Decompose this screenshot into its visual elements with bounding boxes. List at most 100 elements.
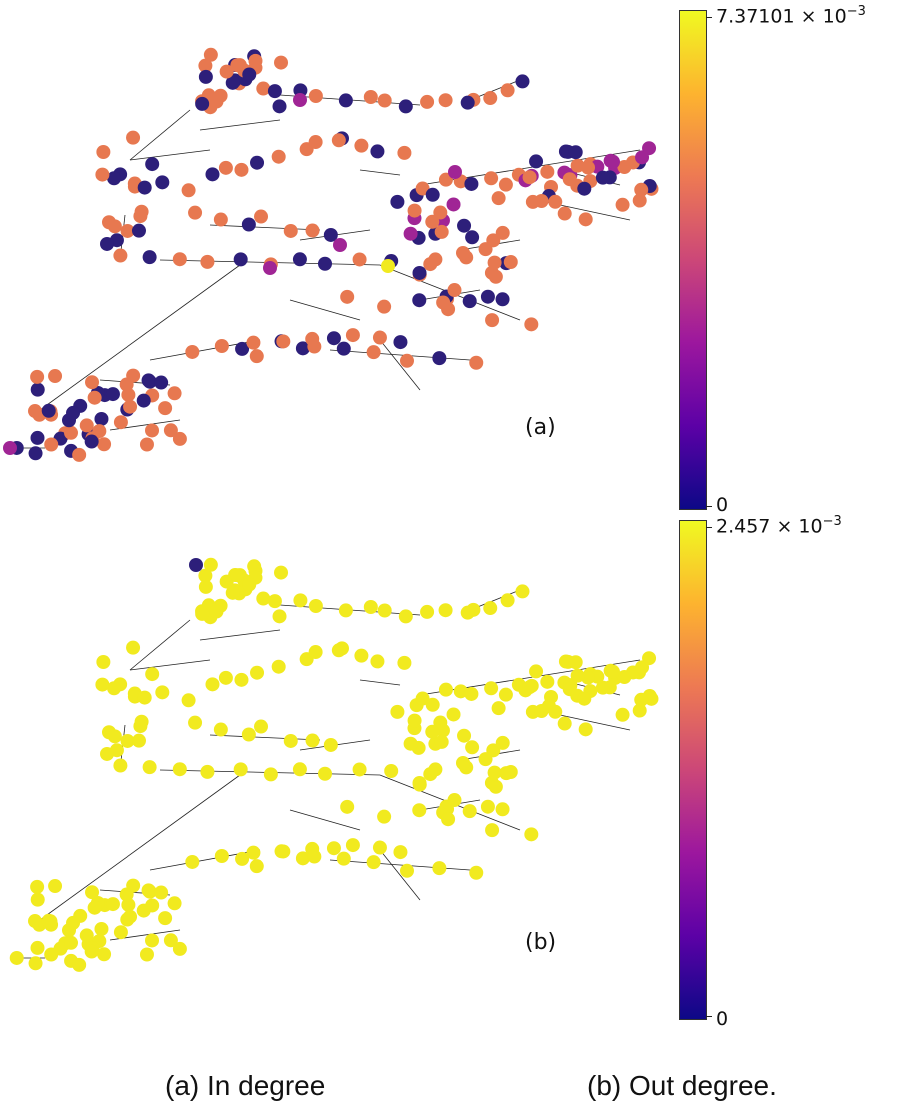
graph-edge: [129, 619, 191, 671]
graph-node: [420, 604, 435, 619]
graph-edge: [39, 264, 241, 411]
graph-node: [219, 64, 234, 79]
graph-node: [100, 236, 115, 251]
graph-node: [464, 176, 479, 191]
graph-node: [540, 164, 555, 179]
graph-node: [441, 812, 456, 827]
graph-node: [433, 715, 448, 730]
graph-node: [434, 734, 449, 749]
graph-node-highlight: [448, 165, 462, 179]
graph-node: [96, 654, 111, 669]
graph-node: [305, 223, 320, 238]
graph-node: [318, 256, 333, 271]
graph-node: [87, 900, 102, 915]
graph-node: [139, 947, 154, 962]
graph-node: [145, 423, 160, 438]
graph-node: [107, 729, 122, 744]
graph-node: [256, 591, 271, 606]
graph-node: [453, 684, 468, 699]
graph-node: [158, 401, 173, 416]
graph-node: [145, 157, 160, 172]
graph-node: [198, 69, 213, 84]
graph-node: [438, 603, 453, 618]
graph-node: [495, 225, 510, 240]
graph-node: [412, 775, 427, 790]
graph-edge: [329, 859, 471, 871]
graph-node: [331, 643, 346, 658]
graph-node: [307, 339, 322, 354]
graph-node: [142, 884, 157, 899]
graph-node: [97, 947, 112, 962]
graph-node: [615, 707, 630, 722]
graph-node: [485, 313, 500, 328]
graph-node: [462, 294, 477, 309]
graph-node: [254, 209, 269, 224]
graph-edge: [199, 629, 281, 641]
graph-node: [136, 393, 151, 408]
graph-node: [218, 160, 233, 175]
graph-node: [120, 223, 135, 238]
graph-node: [181, 183, 196, 198]
graph-node: [370, 654, 385, 669]
graph-node: [209, 604, 224, 619]
graph-node: [605, 664, 620, 679]
graph-node-zero: [189, 558, 203, 572]
graph-node: [425, 697, 440, 712]
colorbar-b-base: 10: [798, 515, 823, 538]
graph-node: [568, 655, 583, 670]
graph-node: [635, 150, 650, 165]
graph-node: [415, 181, 430, 196]
graph-node: [308, 135, 323, 150]
graph-node: [30, 940, 45, 955]
graph-node: [105, 387, 120, 402]
graph-node: [399, 863, 414, 878]
graph-node: [465, 740, 480, 755]
graph-node: [84, 944, 99, 959]
graph-node: [446, 707, 461, 722]
graph-node: [397, 145, 412, 160]
graph-node: [250, 155, 265, 170]
graph-edge: [129, 659, 211, 671]
graph-node: [480, 799, 495, 814]
graph-node: [213, 212, 228, 227]
graph-node: [460, 605, 475, 620]
graph-node: [495, 802, 510, 817]
graph-node: [200, 764, 215, 779]
graph-node: [460, 95, 475, 110]
graph-node: [522, 170, 537, 185]
graph-node: [272, 99, 287, 114]
colorbar-in-degree: [679, 10, 707, 510]
graph-edge: [559, 204, 631, 221]
graph-node: [271, 659, 286, 674]
graph-node: [372, 840, 387, 855]
graph-node: [399, 353, 414, 368]
graph-node: [456, 245, 471, 260]
graph-node: [203, 47, 218, 62]
graph-node: [425, 214, 440, 229]
graph-node: [185, 344, 200, 359]
graph-node: [276, 334, 291, 349]
graph-node: [595, 680, 610, 695]
graph-edge: [199, 119, 281, 131]
graph-node: [126, 640, 141, 655]
graph-node: [522, 680, 537, 695]
graph-node: [363, 599, 378, 614]
colorbar-b-exponent: −3: [822, 514, 842, 529]
graph-node: [432, 351, 447, 366]
colorbar-b-min-label: 0: [716, 1008, 729, 1030]
graph-node: [154, 375, 169, 390]
graph-node: [438, 682, 453, 697]
graph-edge: [329, 349, 471, 361]
graph-node: [577, 181, 592, 196]
nodes-in-degree: [3, 47, 659, 462]
graph-node: [79, 928, 94, 943]
graph-node: [234, 162, 249, 177]
graph-node: [195, 606, 210, 621]
graph-node: [345, 838, 360, 853]
graph-node: [107, 171, 122, 186]
graph-node: [256, 81, 271, 96]
graph-node: [155, 685, 170, 700]
colorbar-a-min-label: 0: [716, 494, 729, 516]
graph-node: [407, 203, 422, 218]
graph-node: [113, 415, 128, 430]
